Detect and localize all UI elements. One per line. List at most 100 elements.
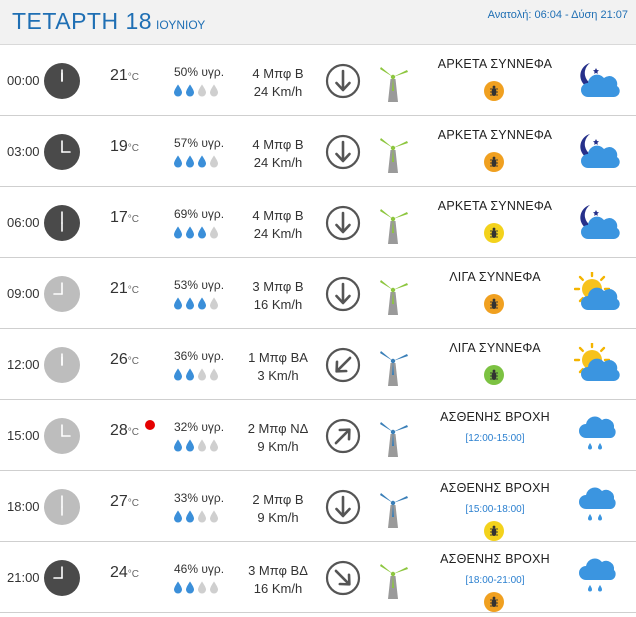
wind-info: 3 Μπφ ΒΔ 16 Km/h	[240, 562, 316, 598]
green-turbine-icon	[374, 560, 412, 600]
humidity-label: 50% υγρ.	[174, 65, 225, 79]
forecast-rows: 00:00 21°C 50% υγρ. 4 Μπφ Β 24 Km/h ΑΡΚΕΤ…	[0, 45, 636, 613]
humidity-drop-icon	[185, 510, 195, 523]
humidity-drop-icon	[209, 155, 219, 168]
wind-force: 3 Μπφ Β	[252, 279, 304, 294]
clock-icon	[44, 134, 80, 170]
temperature: 21°C	[110, 67, 139, 85]
humidity-drops	[173, 84, 219, 97]
humidity-drop-icon	[209, 226, 219, 239]
forecast-time: 18:00	[7, 499, 40, 514]
forecast-time: 09:00	[7, 286, 40, 301]
condition-label: ΑΡΚΕΤΑ ΣΥΝΝΕΦΑ	[437, 199, 553, 213]
wind-force: 3 Μπφ ΒΔ	[248, 563, 308, 578]
down-left-arrow-icon	[325, 347, 361, 383]
temperature-value: 26	[110, 351, 128, 368]
humidity-drop-icon	[185, 155, 195, 168]
humidity-drop-icon	[209, 581, 219, 594]
forecast-row: 06:00 17°C 69% υγρ. 4 Μπφ Β 24 Km/h ΑΡΚΕΤ…	[0, 187, 636, 258]
condition-hours: [12:00-15:00]	[465, 433, 525, 444]
humidity-label: 32% υγρ.	[174, 420, 225, 434]
humidity-drops	[173, 297, 219, 310]
down-arrow-icon	[325, 134, 361, 170]
insect-index-icon	[484, 223, 504, 243]
humidity-drop-icon	[173, 226, 183, 239]
wind-force: 2 Μπφ ΝΔ	[247, 421, 309, 436]
condition-label: ΑΡΚΕΤΑ ΣΥΝΝΕΦΑ	[437, 128, 553, 142]
humidity-drop-icon	[185, 84, 195, 97]
blue-turbine-icon	[374, 347, 412, 387]
humidity-drop-icon	[197, 368, 207, 381]
wind-speed: 24 Km/h	[253, 155, 303, 170]
humidity-label: 69% υγρ.	[174, 207, 225, 221]
sun-cloud-icon	[574, 343, 620, 385]
temperature-value: 21	[110, 67, 128, 84]
wind-force: 2 Μπφ Β	[252, 492, 304, 507]
day-header: ΤΕΤΑΡΤΗ 18 ΙΟΥΝΙΟΥ Ανατολή: 06:04 - Δύση …	[0, 0, 636, 45]
insect-index-icon	[484, 521, 504, 541]
green-turbine-icon	[374, 276, 412, 316]
wind-speed: 24 Km/h	[253, 84, 303, 99]
temperature: 28°C	[110, 422, 139, 440]
humidity-drop-icon	[197, 439, 207, 452]
sunrise-sunset: Ανατολή: 06:04 - Δύση 21:07	[487, 9, 628, 21]
humidity-drop-icon	[173, 297, 183, 310]
temperature: 21°C	[110, 280, 139, 298]
clock-icon	[44, 489, 80, 525]
condition-label: ΑΣΘΕΝΗΣ ΒΡΟΧΗ	[440, 410, 550, 424]
forecast-time: 00:00	[7, 73, 40, 88]
wind-info: 3 Μπφ Β 16 Km/h	[240, 278, 316, 314]
wind-info: 4 Μπφ Β 24 Km/h	[240, 207, 316, 243]
temperature-unit: °C	[127, 569, 140, 580]
humidity-drop-icon	[185, 439, 195, 452]
temperature: 26°C	[110, 351, 139, 369]
wind-info: 4 Μπφ Β 24 Km/h	[240, 136, 316, 172]
forecast-row: 09:00 21°C 53% υγρ. 3 Μπφ Β 16 Km/h ΛΙΓΑ …	[0, 258, 636, 329]
wind-speed: 24 Km/h	[253, 226, 303, 241]
rain-cloud-icon	[574, 556, 620, 598]
temperature-unit: °C	[127, 285, 140, 296]
humidity-drop-icon	[209, 439, 219, 452]
forecast-time: 06:00	[7, 215, 40, 230]
humidity-drop-icon	[209, 368, 219, 381]
humidity-label: 57% υγρ.	[174, 136, 225, 150]
insect-index-icon	[484, 152, 504, 172]
temperature-unit: °C	[127, 214, 140, 225]
down-right-arrow-icon	[325, 560, 361, 596]
wind-force: 4 Μπφ Β	[252, 66, 304, 81]
humidity-drop-icon	[197, 226, 207, 239]
wind-speed: 9 Km/h	[257, 439, 299, 454]
temperature-unit: °C	[127, 498, 140, 509]
condition-label: ΛΙΓΑ ΣΥΝΝΕΦΑ	[449, 270, 541, 284]
wind-info: 1 Μπφ ΒΑ 3 Km/h	[240, 349, 316, 385]
forecast-row: 18:00 27°C 33% υγρ. 2 Μπφ Β 9 Km/h ΑΣΘΕΝΗ…	[0, 471, 636, 542]
humidity-drops	[173, 439, 219, 452]
humidity-drops	[173, 226, 219, 239]
heat-warning-icon	[145, 420, 155, 430]
humidity-drop-icon	[209, 297, 219, 310]
humidity-drops	[173, 368, 219, 381]
clock-icon	[44, 560, 80, 596]
moon-cloud-icon	[574, 59, 620, 101]
forecast-time: 03:00	[7, 144, 40, 159]
humidity-drop-icon	[173, 510, 183, 523]
humidity-drop-icon	[209, 510, 219, 523]
humidity-drop-icon	[185, 226, 195, 239]
humidity-drops	[173, 581, 219, 594]
humidity-drop-icon	[173, 581, 183, 594]
blue-turbine-icon	[374, 489, 412, 529]
forecast-row: 00:00 21°C 50% υγρ. 4 Μπφ Β 24 Km/h ΑΡΚΕΤ…	[0, 45, 636, 116]
insect-index-icon	[484, 81, 504, 101]
humidity-drop-icon	[185, 297, 195, 310]
humidity-drops	[173, 510, 219, 523]
wind-force: 4 Μπφ Β	[252, 208, 304, 223]
insect-index-icon	[484, 592, 504, 612]
forecast-row: 03:00 19°C 57% υγρ. 4 Μπφ Β 24 Km/h ΑΡΚΕΤ…	[0, 116, 636, 187]
humidity-drop-icon	[185, 368, 195, 381]
humidity-drop-icon	[173, 439, 183, 452]
day-label: ΤΕΤΑΡΤΗ 18	[12, 8, 153, 34]
humidity-label: 46% υγρ.	[174, 562, 225, 576]
sun-cloud-icon	[574, 272, 620, 314]
humidity-drop-icon	[173, 84, 183, 97]
temperature-unit: °C	[127, 143, 140, 154]
